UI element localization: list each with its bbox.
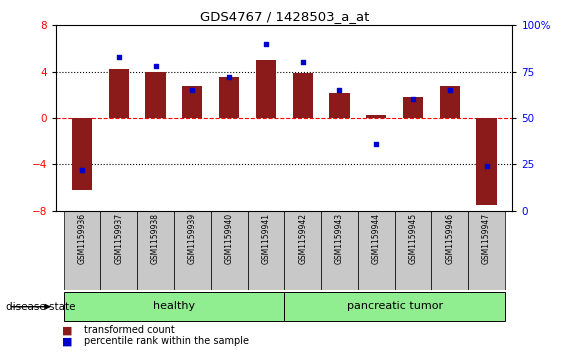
Bar xyxy=(284,211,321,290)
Text: pancreatic tumor: pancreatic tumor xyxy=(347,301,443,311)
Text: GSM1159938: GSM1159938 xyxy=(151,213,160,264)
Text: disease state: disease state xyxy=(6,302,75,312)
Bar xyxy=(64,292,284,322)
Point xyxy=(261,41,270,47)
Bar xyxy=(366,114,386,118)
Bar xyxy=(109,69,129,118)
Bar xyxy=(468,211,505,290)
Text: GSM1159936: GSM1159936 xyxy=(78,213,87,264)
Bar xyxy=(293,73,313,118)
Bar xyxy=(145,72,166,118)
Point xyxy=(445,87,454,93)
Bar xyxy=(174,211,211,290)
Text: percentile rank within the sample: percentile rank within the sample xyxy=(84,336,249,346)
Text: transformed count: transformed count xyxy=(84,325,175,335)
Bar xyxy=(403,97,423,118)
Bar xyxy=(64,211,100,290)
Point xyxy=(298,60,307,65)
Bar xyxy=(100,211,137,290)
Bar xyxy=(182,86,203,118)
Point xyxy=(114,54,123,60)
Text: GSM1159940: GSM1159940 xyxy=(225,213,234,264)
Text: ■: ■ xyxy=(62,336,73,346)
Text: GSM1159946: GSM1159946 xyxy=(445,213,454,264)
Bar xyxy=(211,211,248,290)
Bar xyxy=(248,211,284,290)
Point xyxy=(409,97,418,102)
Text: healthy: healthy xyxy=(153,301,195,311)
Text: GSM1159939: GSM1159939 xyxy=(188,213,197,264)
Bar xyxy=(72,118,92,190)
Text: GSM1159945: GSM1159945 xyxy=(409,213,418,264)
Point xyxy=(78,167,87,173)
Bar xyxy=(329,93,350,118)
Bar xyxy=(395,211,431,290)
Bar xyxy=(431,211,468,290)
Point xyxy=(151,63,160,69)
Text: GSM1159942: GSM1159942 xyxy=(298,213,307,264)
Point xyxy=(225,74,234,80)
Bar xyxy=(476,118,497,205)
Bar xyxy=(137,211,174,290)
Bar xyxy=(358,211,395,290)
Bar xyxy=(440,86,460,118)
Text: ■: ■ xyxy=(62,325,73,335)
Point xyxy=(335,87,344,93)
Text: GSM1159944: GSM1159944 xyxy=(372,213,381,264)
Point xyxy=(482,163,491,169)
Bar xyxy=(284,292,505,322)
Bar xyxy=(321,211,358,290)
Text: GSM1159943: GSM1159943 xyxy=(335,213,344,264)
Title: GDS4767 / 1428503_a_at: GDS4767 / 1428503_a_at xyxy=(200,10,369,23)
Text: GSM1159947: GSM1159947 xyxy=(482,213,491,264)
Bar xyxy=(256,60,276,118)
Point xyxy=(188,87,197,93)
Point xyxy=(372,141,381,147)
Text: GSM1159941: GSM1159941 xyxy=(261,213,270,264)
Text: GSM1159937: GSM1159937 xyxy=(114,213,123,264)
Bar xyxy=(219,77,239,118)
